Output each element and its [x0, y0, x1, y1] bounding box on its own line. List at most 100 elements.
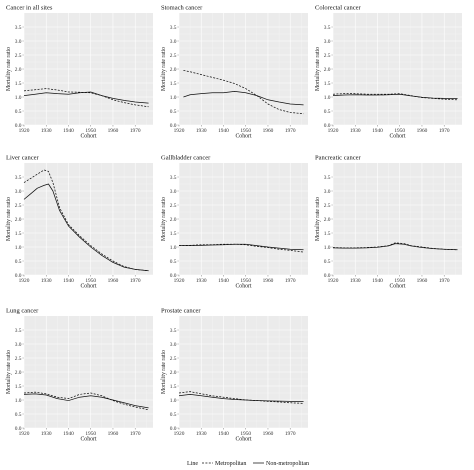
x-tick-label: 1950 — [85, 128, 96, 134]
x-tick-label: 1950 — [85, 431, 96, 437]
x-tick-label: 1970 — [130, 431, 141, 437]
x-tick-label: 1970 — [130, 128, 141, 134]
panel-title: Cancer in all sites — [6, 5, 53, 12]
x-tick-label: 1920 — [174, 431, 185, 437]
y-tick-label: 3.0 — [15, 39, 22, 45]
panel-title: Gallbladder cancer — [161, 155, 211, 162]
y-tick-label: 2.5 — [15, 356, 22, 362]
x-tick-label: 1960 — [263, 278, 274, 284]
y-tick-label: 0.0 — [324, 273, 331, 279]
x-axis-label: Cohort — [235, 134, 251, 140]
legend-label-metropolitan: Metropolitan — [215, 461, 246, 467]
x-tick-label: 1960 — [263, 431, 274, 437]
y-tick-label: 1.5 — [15, 384, 22, 390]
y-tick-label: 1.0 — [170, 95, 177, 101]
x-tick-label: 1940 — [63, 431, 74, 437]
y-tick-label: 3.0 — [324, 189, 331, 195]
y-tick-label: 1.0 — [15, 95, 22, 101]
series-line-non-metropolitan — [332, 93, 458, 99]
x-tick-label: 1970 — [285, 278, 296, 284]
y-tick-label: 2.5 — [170, 356, 177, 362]
y-tick-label: 1.5 — [170, 384, 177, 390]
y-tick-label: 3.5 — [170, 175, 177, 181]
y-tick-label: 0.0 — [170, 273, 177, 279]
panel-grid: Cancer in all sites 0.0 0.5 1.0 1.5 2.0 2.5 3.0… — [6, 5, 462, 443]
y-tick-label: 3.0 — [324, 39, 331, 45]
y-tick-label: 0.5 — [170, 412, 177, 418]
panel-title: Liver cancer — [6, 155, 39, 162]
x-tick-label: 1950 — [240, 128, 251, 134]
panel-cancer-in-all-sites: Cancer in all sites 0.0 0.5 1.0 1.5 2.0 2.5 3.0… — [6, 5, 153, 140]
panel-colorectal-cancer: Colorectal cancer 0.0 0.5 1.0 1.5 2.0 2.5 3.0 3.… — [315, 5, 462, 140]
y-tick-label: 1.0 — [324, 245, 331, 251]
y-tick-label: 1.5 — [324, 81, 331, 87]
panel-title: Stomach cancer — [161, 5, 203, 12]
y-tick-label: 2.5 — [15, 53, 22, 59]
y-tick-label: 1.0 — [170, 245, 177, 251]
y-tick-label: 2.0 — [170, 217, 177, 223]
y-tick-label: 3.5 — [15, 25, 22, 31]
y-tick-label: 2.0 — [170, 67, 177, 73]
y-axis-label: Mortality rate ratio — [315, 47, 321, 91]
y-tick-label: 3.5 — [324, 25, 331, 31]
x-tick-label: 1950 — [240, 431, 251, 437]
y-tick-label: 1.5 — [170, 231, 177, 237]
y-tick-label: 2.0 — [15, 370, 22, 376]
x-tick-label: 1960 — [417, 128, 428, 134]
series-line-non-metropolitan — [332, 243, 458, 251]
panel-prostate-cancer: Prostate cancer 0.0 0.5 1.0 1.5 2.0 2.5 3.0 3.5 1… — [161, 308, 308, 443]
panel-liver-cancer: Liver cancer 0.0 0.5 1.0 1.5 2.0 2.5 3.0 3.5 1920… — [6, 155, 153, 290]
y-tick-label: 3.5 — [15, 328, 22, 334]
series-line-metropolitan — [183, 70, 304, 115]
x-tick-label: 1920 — [19, 128, 30, 134]
y-tick-label: 1.5 — [15, 81, 22, 87]
y-tick-label: 0.0 — [15, 123, 22, 129]
panel-stomach-cancer: Stomach cancer 0.0 0.5 1.0 1.5 2.0 2.5 3.0 3.5 19… — [161, 5, 308, 140]
panel-title: Lung cancer — [6, 308, 39, 315]
y-tick-label: 0.5 — [15, 259, 22, 265]
y-tick-label: 1.5 — [324, 231, 331, 237]
y-tick-label: 0.5 — [15, 412, 22, 418]
y-tick-label: 0.5 — [15, 109, 22, 115]
y-tick-label: 1.5 — [170, 81, 177, 87]
y-tick-label: 0.0 — [170, 426, 177, 432]
x-axis-label: Cohort — [80, 284, 96, 290]
x-tick-label: 1970 — [285, 431, 296, 437]
y-tick-label: 0.0 — [15, 273, 22, 279]
y-axis-label: Mortality rate ratio — [161, 197, 167, 241]
x-tick-label: 1960 — [108, 278, 119, 284]
series-line-non-metropolitan — [178, 394, 304, 402]
y-tick-label: 2.0 — [170, 370, 177, 376]
legend: Line Metropolitan Non-metropolitan — [187, 461, 309, 467]
x-tick-label: 1940 — [218, 278, 229, 284]
panel-title: Colorectal cancer — [315, 5, 361, 12]
series-line-non-metropolitan — [23, 91, 149, 104]
x-tick-label: 1920 — [19, 431, 30, 437]
series-line-metropolitan — [23, 391, 149, 411]
x-tick-label: 1930 — [41, 278, 52, 284]
y-axis-label: Mortality rate ratio — [161, 350, 167, 394]
x-tick-label: 1930 — [41, 128, 52, 134]
x-tick-label: 1930 — [196, 431, 207, 437]
x-tick-label: 1970 — [439, 278, 450, 284]
y-tick-label: 0.5 — [324, 109, 331, 115]
legend-label-non-metropolitan: Non-metropolitan — [266, 461, 309, 467]
x-tick-label: 1970 — [439, 128, 450, 134]
y-tick-label: 3.0 — [15, 342, 22, 348]
x-tick-label: 1930 — [41, 431, 52, 437]
y-tick-label: 0.5 — [324, 259, 331, 265]
x-tick-label: 1930 — [196, 128, 207, 134]
x-tick-label: 1970 — [130, 278, 141, 284]
series-line-non-metropolitan — [183, 91, 304, 106]
series-line-metropolitan — [178, 391, 304, 404]
x-tick-label: 1930 — [350, 278, 361, 284]
x-axis-label: Cohort — [389, 134, 405, 140]
y-tick-label: 2.5 — [324, 53, 331, 59]
x-axis-label: Cohort — [80, 134, 96, 140]
y-tick-label: 0.0 — [170, 123, 177, 129]
x-tick-label: 1940 — [372, 278, 383, 284]
series-line-non-metropolitan — [179, 243, 304, 251]
y-tick-label: 3.0 — [15, 189, 22, 195]
y-tick-label: 3.0 — [170, 342, 177, 348]
